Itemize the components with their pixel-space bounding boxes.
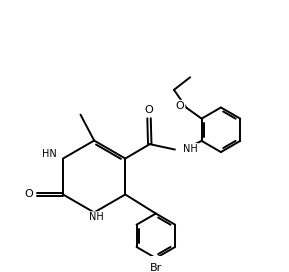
Text: HN: HN	[42, 149, 57, 159]
Text: O: O	[176, 101, 184, 111]
Text: O: O	[25, 190, 34, 199]
Text: Br: Br	[150, 263, 162, 272]
Text: NH: NH	[89, 212, 103, 222]
Text: O: O	[145, 105, 153, 115]
Text: NH: NH	[183, 144, 198, 154]
